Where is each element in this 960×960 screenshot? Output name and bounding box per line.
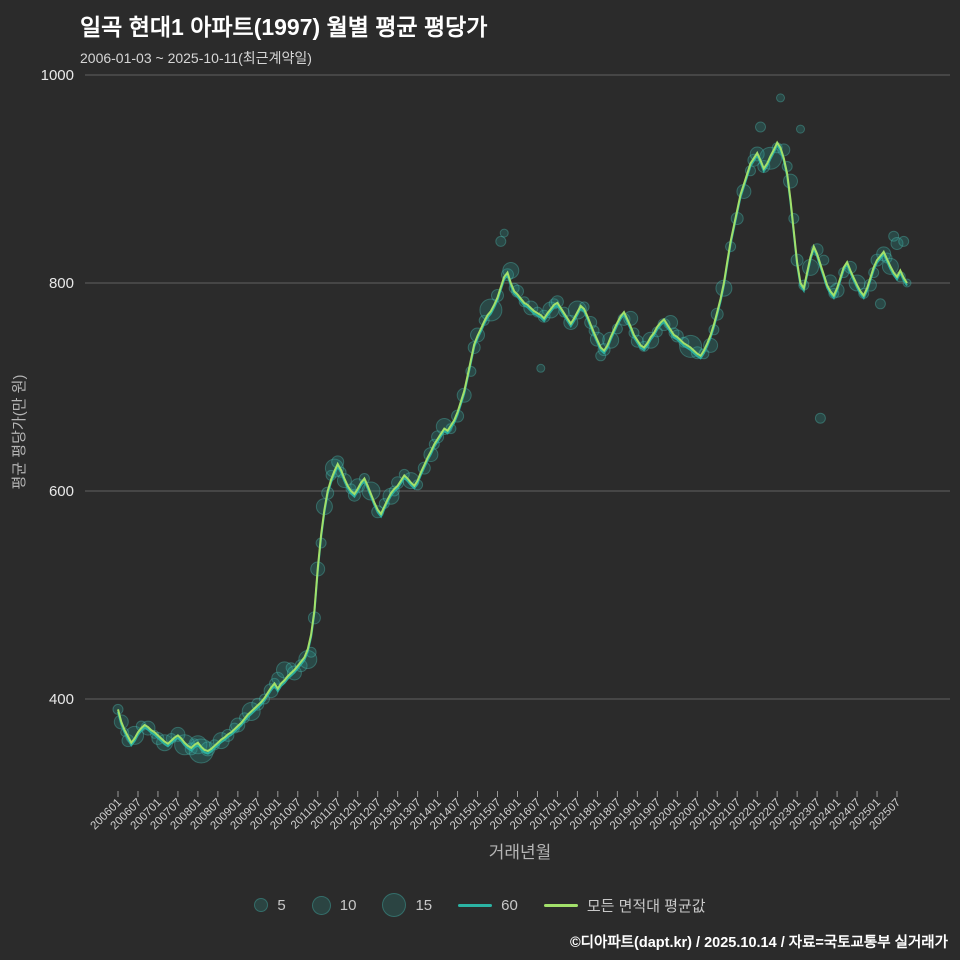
legend-series-60[interactable]: 60 (458, 897, 518, 914)
legend-series-모든 면적대 평균값[interactable]: 모든 면적대 평균값 (543, 895, 706, 916)
scatter-points (112, 93, 912, 764)
scatter-point[interactable] (888, 230, 900, 242)
scatter-point[interactable] (890, 237, 904, 250)
bubble-size-icon (382, 893, 407, 917)
y-tick-label: 1000 (41, 67, 74, 84)
scatter-point[interactable] (271, 671, 285, 685)
line-average (117, 140, 908, 753)
series-line-icon (543, 903, 578, 907)
y-tick-label: 600 (49, 483, 74, 500)
x-axis-ticks: 2006012006072007012007072008012008072009… (89, 791, 903, 832)
chart-header: 일곡 현대1 아파트(1997) 월별 평균 평당가 2006-01-03 ~ … (80, 8, 487, 68)
legend-bubble-size-15[interactable]: 15 (382, 893, 432, 917)
footer-credit: ©디아파트(dapt.kr) / 2025.10.14 / 자료=국토교통부 실… (569, 935, 948, 951)
scatter-point[interactable] (776, 93, 785, 103)
scatter-point[interactable] (814, 412, 826, 424)
scatter-point[interactable] (495, 235, 507, 247)
scatter-point[interactable] (536, 363, 546, 373)
scatter-point[interactable] (755, 121, 766, 133)
scatter-point[interactable] (324, 458, 344, 478)
legend-label: 모든 면적대 평균값 (586, 897, 706, 915)
scatter-point[interactable] (499, 228, 509, 238)
date-range-subtitle: 2006-01-03 ~ 2025-10-11(최근계약일) (80, 50, 312, 66)
scatter-point[interactable] (783, 173, 798, 189)
page-title: 일곡 현대1 아파트(1997) 월별 평균 평당가 (80, 14, 488, 40)
legend-bubble-size-10[interactable]: 10 (311, 895, 357, 915)
bubble-size-icon (311, 895, 331, 915)
scatter-point[interactable] (874, 298, 886, 310)
legend-label: 10 (339, 896, 357, 914)
bubble-size-icon (254, 898, 269, 912)
scatter-point[interactable] (898, 235, 910, 247)
y-axis-title: 평균 평당가(만 원) (11, 374, 28, 490)
legend-label: 15 (415, 896, 433, 914)
line-60 (117, 143, 908, 755)
y-tick-label: 800 (49, 275, 74, 292)
gridlines: 400 600 800 1000 (41, 67, 950, 708)
y-tick-label: 400 (49, 691, 74, 708)
legend-bubble-size-5[interactable]: 5 (254, 896, 286, 914)
x-axis-title: 거래년월 (488, 843, 552, 862)
scatter-point[interactable] (276, 661, 293, 679)
scatter-point[interactable] (796, 124, 805, 134)
series-line-icon (458, 903, 493, 907)
legend-label: 5 (277, 896, 286, 914)
legend: 5 10 15 60 모든 면적대 평균값 (0, 893, 960, 917)
legend-label: 60 (501, 896, 518, 914)
